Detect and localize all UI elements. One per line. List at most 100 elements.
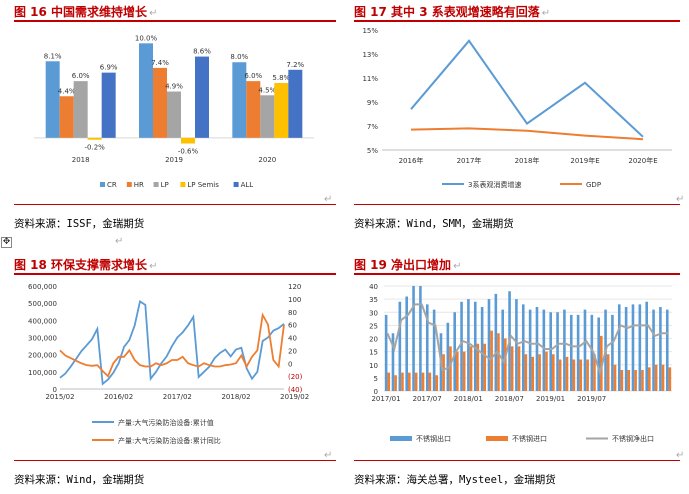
y-tick-label: 7%: [367, 123, 378, 131]
bar-import: [531, 356, 535, 391]
left-tick-label: 300,000: [28, 335, 57, 343]
legend-swatch: [486, 436, 508, 441]
data-label: -0.6%: [178, 147, 199, 155]
bar-lp-semis: [181, 137, 195, 144]
right-tick-label: 20: [288, 347, 297, 355]
right-tick-label: (20): [288, 373, 303, 381]
data-label: 10.0%: [135, 34, 158, 42]
legend-swatch: [390, 436, 412, 441]
x-tick-label: 2016年: [399, 156, 424, 165]
left-tick-label: 400,000: [28, 317, 57, 325]
legend-swatch: [180, 182, 186, 187]
x-tick-label: 2019/07: [577, 395, 606, 403]
right-tick-label: 60: [288, 322, 297, 330]
fig18-title: 图 18 环保支撑需求增长 ↵: [14, 258, 158, 272]
data-label: 8.6%: [193, 48, 211, 56]
paragraph-mark: ↵: [324, 194, 333, 205]
fig16-title: 图 16 中国需求维持增长 ↵: [14, 5, 158, 19]
data-label: 8.0%: [230, 53, 248, 61]
y-tick-label: 15: [369, 349, 378, 357]
bar-import: [469, 346, 473, 391]
bar-export: [487, 299, 491, 391]
data-label: 5.8%: [272, 74, 290, 82]
y-tick-label: 11%: [362, 75, 378, 83]
bar-import: [414, 372, 418, 391]
y-tick-label: 5: [374, 375, 378, 383]
fig19-title-rule: [354, 273, 680, 275]
legend-label: 产量:大气污染防治设备:累计值: [118, 418, 214, 427]
bar-export: [576, 314, 580, 391]
bar-import: [401, 372, 404, 391]
legend-label: 产量:大气污染防治设备:累计同比: [118, 436, 221, 445]
x-tick-label: 2016/02: [104, 393, 133, 401]
fig17-source: 资料来源：Wind，SMM，金瑞期货: [354, 218, 514, 230]
x-tick-label: 2019/02: [280, 393, 309, 401]
right-tick-label: 0: [288, 360, 292, 368]
bar-import: [490, 330, 493, 391]
y-tick-label: 40: [369, 283, 378, 291]
bar-import: [654, 364, 658, 391]
bar-cr: [232, 62, 247, 138]
bar-hr: [153, 67, 167, 138]
bar-cr: [45, 61, 60, 138]
bar-import: [586, 359, 589, 391]
bar-export: [405, 296, 408, 391]
legend-label: GDP: [586, 181, 601, 189]
bar-import: [408, 372, 411, 391]
bar-export: [665, 309, 669, 391]
y-tick-label: 10: [369, 362, 378, 370]
bar-import: [524, 354, 528, 391]
bar-import: [435, 375, 439, 391]
series-line-cumulative: [59, 299, 285, 386]
data-label: 4.4%: [58, 87, 76, 95]
bar-import: [606, 354, 610, 391]
category-label: 2020: [258, 156, 276, 164]
bar-export: [563, 309, 566, 391]
bar-export: [432, 309, 436, 391]
bar-export: [597, 317, 600, 391]
category-label: 2018: [72, 156, 90, 164]
bar-import: [641, 370, 644, 391]
bar-import: [428, 372, 432, 391]
left-tick-label: 200,000: [28, 352, 57, 360]
table-move-handle[interactable]: ✥: [1, 237, 12, 248]
bar-import: [504, 338, 507, 391]
bar-import: [558, 359, 562, 391]
bar-export: [583, 309, 587, 391]
x-tick-label: 2017/07: [413, 395, 442, 403]
bar-lp: [73, 81, 88, 138]
fig18-source: 资料来源：Wind，金瑞期货: [14, 474, 145, 486]
y-tick-label: 30: [369, 309, 378, 317]
bar-all: [288, 69, 303, 138]
y-tick-label: 20: [369, 336, 378, 344]
legend-swatch: [100, 182, 105, 187]
x-tick-label: 2018/01: [454, 395, 483, 403]
series-line-3-series: [410, 39, 644, 138]
legend-swatch: [126, 182, 132, 187]
fig17-chart: 5% 7% 9% 11% 13% 15% 2016年 2017年 2018年 2019年E 2020…: [362, 27, 672, 189]
left-tick-label: 500,000: [28, 300, 57, 308]
bar-export: [384, 314, 388, 391]
bar-export: [515, 299, 518, 391]
y-tick-label: 5%: [367, 147, 378, 155]
y-tick-label: 0: [374, 388, 378, 396]
bar-export: [425, 304, 429, 391]
fig17-bottom-rule: [354, 204, 680, 205]
bar-export: [542, 309, 546, 391]
bar-import: [545, 351, 548, 391]
bar-all: [195, 56, 209, 138]
bar-import: [565, 356, 569, 391]
bar-export: [611, 314, 614, 391]
x-tick-label: 2018年: [515, 156, 540, 165]
bar-import: [387, 372, 391, 391]
bar-import: [449, 346, 452, 391]
bar-export: [501, 309, 504, 391]
y-tick-label: 25: [369, 322, 378, 330]
fig17-title: 图 17 其中 3 系表观增速略有回落 ↵: [354, 5, 551, 19]
data-label: 4.5%: [258, 86, 276, 94]
x-tick-label: 2015/02: [45, 393, 74, 401]
bar-import: [593, 354, 596, 391]
fig16-source: 资料来源：ISSF，金瑞期货: [14, 218, 145, 230]
bar-import: [517, 346, 521, 391]
bar-import: [394, 375, 397, 391]
